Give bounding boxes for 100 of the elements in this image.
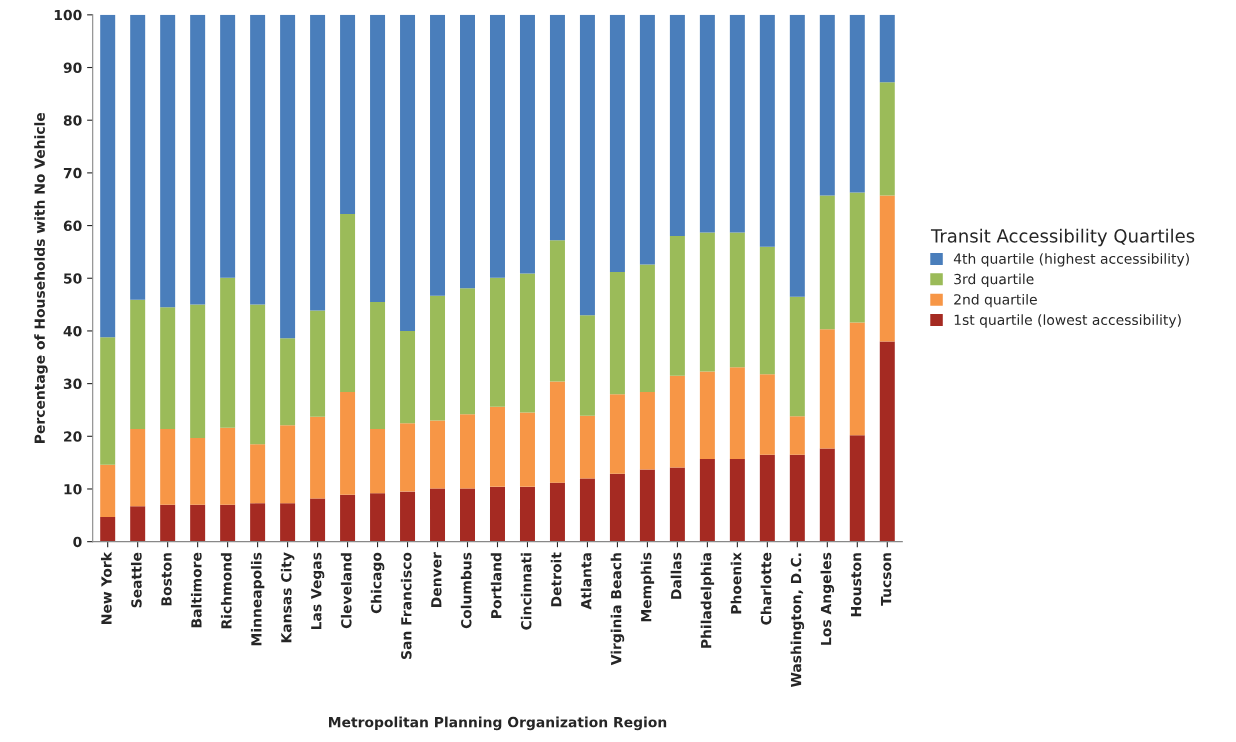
- legend-label: 2nd quartile: [954, 293, 1037, 308]
- bar: [340, 392, 356, 495]
- y-tick-label: 30: [63, 378, 82, 390]
- bar: [849, 192, 865, 323]
- bar: [549, 240, 565, 382]
- bar: [220, 504, 236, 542]
- x-tick-label: Las Vegas: [311, 552, 325, 630]
- bar: [220, 14, 236, 278]
- bar: [549, 482, 565, 542]
- bar: [729, 14, 745, 233]
- x-tick-label: Virginia Beach: [610, 553, 625, 666]
- bar: [759, 14, 775, 247]
- bar: [430, 295, 446, 421]
- y-tick-label: 10: [64, 483, 82, 495]
- bar: [519, 486, 535, 542]
- bar: [190, 437, 206, 505]
- bar: [160, 14, 176, 308]
- bar: [100, 516, 116, 542]
- y-tick-label: 40: [63, 325, 82, 337]
- bar: [130, 299, 146, 429]
- x-tick-label: Chicago: [370, 552, 385, 614]
- bar: [460, 288, 475, 415]
- x-tick-label: Washington, D.C.: [790, 553, 805, 688]
- bar: [729, 367, 745, 459]
- bar: [190, 504, 206, 542]
- x-tick-label: Philadelphia: [700, 553, 715, 648]
- bar: [220, 277, 236, 428]
- bar: [579, 315, 595, 416]
- x-tick-label: Denver: [431, 552, 442, 607]
- bar: [130, 428, 146, 507]
- legend-label: 4th quartile (highest accessibility): [953, 253, 1189, 267]
- x-tick-label: Cleveland: [340, 553, 352, 629]
- x-tick-label: Kansas City: [280, 552, 295, 643]
- y-tick-label: 50: [64, 273, 82, 284]
- bar: [639, 392, 655, 470]
- bar: [819, 14, 835, 196]
- bar: [609, 473, 625, 542]
- bar: [220, 427, 236, 505]
- bar: [250, 14, 266, 305]
- y-tick-label: 0: [73, 536, 82, 548]
- bar: [849, 322, 865, 436]
- bar: [160, 504, 176, 542]
- y-axis-title: Percentage of Households with No Vehicle: [34, 112, 48, 443]
- bar: [699, 232, 715, 372]
- bar: [310, 310, 326, 417]
- x-tick-label: Baltimore: [190, 552, 202, 628]
- bar: [310, 498, 326, 542]
- x-tick-label: Dallas: [670, 552, 682, 599]
- bar: [609, 14, 625, 272]
- legend-title: Transit Accessibility Quartiles: [930, 228, 1195, 247]
- bar: [639, 469, 655, 542]
- bar: [579, 14, 595, 316]
- bar: [400, 330, 416, 424]
- bar: [879, 14, 895, 83]
- bar: [400, 14, 416, 331]
- bar: [100, 464, 116, 517]
- bar: [130, 14, 146, 300]
- x-tick-label: Detroit: [550, 552, 562, 607]
- x-tick-label: Seattle: [130, 552, 142, 608]
- bar: [489, 406, 505, 487]
- bar: [430, 420, 446, 489]
- bar: [489, 486, 505, 542]
- x-tick-label: Columbus: [460, 552, 472, 629]
- bar: [579, 415, 595, 479]
- bar: [609, 394, 625, 474]
- bar: [160, 428, 176, 505]
- bar: [879, 82, 895, 196]
- y-tick-label: 100: [54, 9, 82, 21]
- y-tick-label: 90: [63, 62, 82, 73]
- legend-label: 1st quartile (lowest accessibility): [954, 314, 1181, 328]
- bar: [460, 14, 475, 289]
- bar: [310, 14, 326, 311]
- bar: [789, 454, 805, 542]
- x-tick-label: Atlanta: [580, 553, 592, 610]
- x-tick-label: San Francisco: [400, 552, 412, 659]
- bar: [759, 374, 775, 455]
- bar: [519, 14, 535, 274]
- bar: [400, 491, 416, 542]
- bar: [100, 14, 116, 338]
- bar: [519, 273, 535, 413]
- bar: [280, 503, 296, 542]
- bar: [639, 14, 655, 265]
- bar: [759, 454, 775, 542]
- legend-label: 3rd quartile: [954, 273, 1034, 287]
- x-tick-label: Phoenix: [730, 552, 742, 614]
- bar: [400, 423, 416, 492]
- bar: [879, 195, 895, 342]
- bar: [879, 341, 895, 542]
- bar: [370, 428, 386, 494]
- bar: [130, 506, 146, 542]
- bar: [489, 277, 505, 407]
- bar: [699, 458, 715, 542]
- bar: [789, 416, 805, 455]
- bar: [849, 435, 865, 542]
- bar: [430, 14, 446, 296]
- bar: [340, 213, 356, 393]
- bar: [669, 467, 685, 542]
- x-tick-label: Charlotte: [760, 552, 772, 625]
- bar: [370, 301, 386, 429]
- x-tick-label: New York: [100, 551, 112, 624]
